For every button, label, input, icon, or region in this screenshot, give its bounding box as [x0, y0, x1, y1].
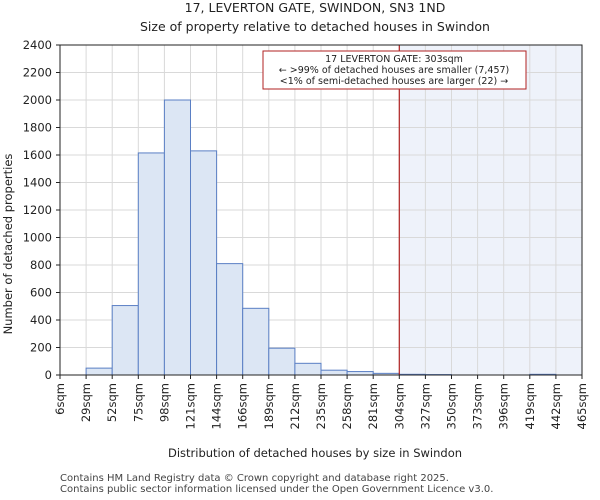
x-tick-label: 6sqm — [53, 383, 67, 415]
bar-144sqm — [216, 263, 244, 376]
annotation-line-2: ← >99% of detached houses are smaller (7… — [279, 65, 510, 76]
plot-frame — [59, 44, 583, 376]
y-tick-label: 2000 — [23, 93, 52, 107]
footer-licence: Contains public sector information licen… — [60, 484, 494, 495]
x-tick-label: 304sqm — [392, 383, 406, 429]
y-tick-label: 1000 — [23, 231, 52, 245]
x-tick-label: 52sqm — [105, 383, 119, 422]
x-tick-label: 29sqm — [79, 383, 93, 422]
y-axis-ticks: 0 200 400 600 800 1000 1200 1400 1600 1800 2000 220… — [23, 38, 60, 382]
x-axis-ticks: 6sqm 29sqm 52sqm 75sqm 98sqm 121sqm 144sqm 166s… — [53, 375, 589, 429]
x-tick-label: 235sqm — [314, 383, 328, 429]
y-tick-label: 1800 — [23, 121, 52, 135]
bar-75sqm — [137, 152, 165, 376]
bar-166sqm — [242, 307, 270, 376]
x-tick-label: 98sqm — [157, 383, 171, 422]
bar-235sqm — [320, 369, 348, 376]
bar-189sqm — [268, 347, 296, 376]
y-tick-label: 600 — [30, 286, 52, 300]
annotation-line-1: 17 LEVERTON GATE: 303sqm — [325, 54, 463, 65]
bar-258sqm — [346, 371, 374, 376]
x-tick-label: 281sqm — [366, 383, 380, 429]
x-tick-label: 327sqm — [418, 383, 432, 429]
y-tick-label: 200 — [30, 341, 52, 355]
x-tick-label: 419sqm — [523, 383, 537, 429]
x-tick-label: 166sqm — [236, 383, 250, 429]
bar-212sqm — [294, 362, 322, 376]
x-tick-label: 212sqm — [288, 383, 302, 429]
chart-title: 17, LEVERTON GATE, SWINDON, SN3 1ND — [185, 0, 446, 15]
y-tick-label: 800 — [30, 258, 52, 272]
x-tick-label: 258sqm — [340, 383, 354, 429]
bar-29sqm — [85, 367, 113, 376]
x-tick-label: 373sqm — [471, 383, 485, 429]
bar-121sqm — [190, 150, 218, 376]
x-tick-label: 144sqm — [210, 383, 224, 429]
y-axis-label: Number of detached properties — [1, 154, 15, 335]
y-tick-label: 1600 — [23, 148, 52, 162]
bar-98sqm — [163, 99, 191, 376]
y-tick-label: 2200 — [23, 66, 52, 80]
annotation-box: 17 LEVERTON GATE: 303sqm ← >99% of detac… — [262, 50, 527, 90]
chart: 17, LEVERTON GATE, SWINDON, SN3 1ND Size… — [1, 0, 589, 460]
x-tick-label: 121sqm — [184, 383, 198, 429]
x-tick-label: 189sqm — [262, 383, 276, 429]
x-tick-label: 350sqm — [445, 383, 459, 429]
chart-subtitle: Size of property relative to detached ho… — [140, 19, 490, 34]
x-tick-label: 442sqm — [549, 383, 563, 429]
y-tick-label: 2400 — [23, 38, 52, 52]
annotation-line-3: <1% of semi-detached houses are larger (… — [280, 76, 508, 87]
x-tick-label: 465sqm — [575, 383, 589, 429]
y-tick-label: 0 — [45, 368, 52, 382]
y-tick-label: 1200 — [23, 203, 52, 217]
footer-copyright: Contains HM Land Registry data © Crown c… — [60, 473, 449, 484]
x-tick-label: 75sqm — [131, 383, 145, 422]
bar-52sqm — [111, 305, 139, 376]
x-tick-label: 396sqm — [497, 383, 511, 429]
y-tick-label: 400 — [30, 313, 52, 327]
y-tick-label: 1400 — [23, 176, 52, 190]
x-axis-label: Distribution of detached houses by size … — [168, 446, 462, 460]
